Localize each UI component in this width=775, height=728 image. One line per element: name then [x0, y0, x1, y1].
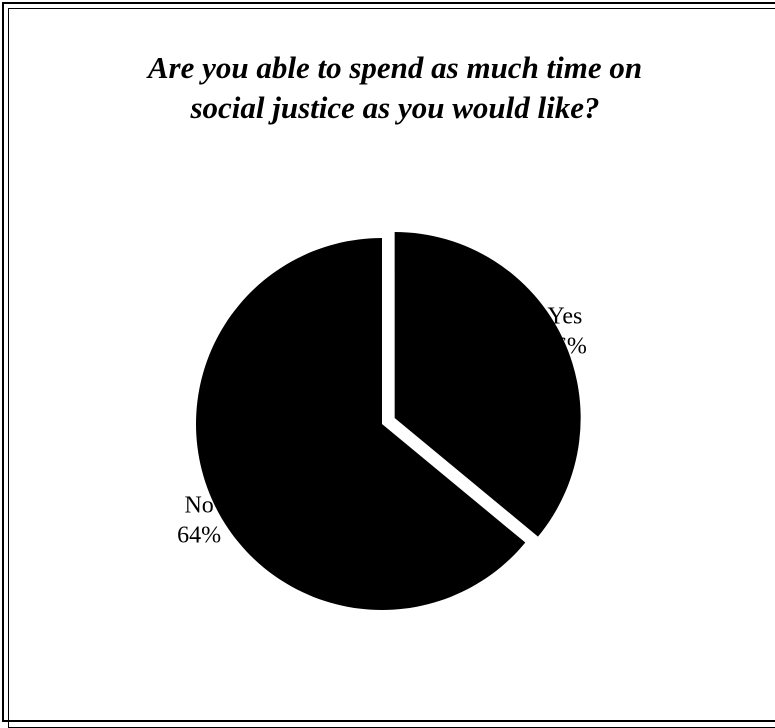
- chart-title: Are you able to spend as much time on so…: [60, 48, 730, 128]
- pie-labels: Yes 36% No 64%: [177, 303, 587, 548]
- pie-slices: [196, 232, 581, 610]
- pie-chart: Yes 36% No 64%: [177, 232, 587, 610]
- chart-title-line-2: social justice as you would like?: [190, 90, 600, 125]
- pie-slice-yes: [394, 232, 581, 537]
- pie-slice-no: [196, 238, 526, 610]
- pie-value-label-yes: 36%: [543, 333, 587, 359]
- chart-title-line-1: Are you able to spend as much time on: [147, 50, 643, 85]
- pie-value-label-no: 64%: [177, 523, 221, 549]
- pie-label-yes: Yes: [547, 303, 582, 329]
- pie-label-no: No: [184, 493, 213, 519]
